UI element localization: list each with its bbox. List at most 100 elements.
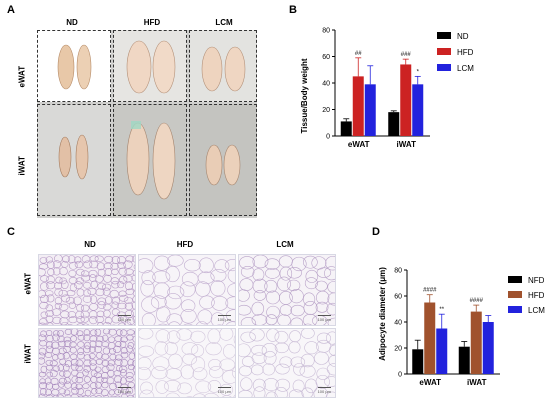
adipocyte	[293, 363, 306, 376]
adipocyte	[116, 329, 123, 336]
adipocyte	[134, 378, 135, 383]
adipocyte	[76, 330, 84, 337]
adipocyte	[75, 364, 83, 372]
adipocyte	[39, 382, 48, 390]
adipocyte	[327, 317, 335, 325]
adipocyte	[233, 394, 235, 397]
fat-pad-drawing	[57, 44, 92, 90]
y-tick-label: 20	[322, 107, 330, 114]
adipocyte	[101, 341, 110, 347]
adipocyte	[94, 329, 102, 336]
adipocyte	[277, 314, 291, 325]
adipocyte	[51, 341, 60, 349]
legend-swatch-nd	[437, 32, 451, 39]
adipocyte	[253, 386, 266, 397]
adipocyte	[45, 310, 55, 317]
adipocyte	[93, 372, 103, 379]
adipocyte	[219, 329, 234, 341]
chart-d-plot-area: 0 20 40 60 80 eWAT iWAT #### ** #### NFD HFD LCM	[394, 268, 545, 388]
adipocyte	[186, 396, 193, 397]
adipocyte	[103, 274, 112, 283]
panel-label-d: D	[372, 226, 380, 238]
adipocyte	[49, 360, 58, 367]
adipocyte	[316, 339, 332, 353]
adipocyte	[119, 294, 129, 302]
adipocyte	[105, 296, 113, 305]
adipocyte	[57, 364, 64, 372]
adipocyte	[95, 288, 105, 297]
y-tick-label: 60	[322, 54, 330, 61]
adipocyte	[110, 262, 119, 270]
adipocyte	[109, 395, 117, 397]
adipocyte	[57, 381, 65, 388]
adipocyte	[197, 271, 215, 285]
adipocyte	[116, 311, 126, 318]
adipocyte	[140, 381, 153, 395]
adipocyte	[80, 274, 91, 282]
adipocyte	[95, 381, 102, 389]
adipocyte	[82, 369, 89, 377]
panel-c-row-label-ewat: eWAT	[23, 272, 33, 295]
adipocyte	[97, 297, 107, 306]
adipocyte	[155, 380, 169, 394]
adipocyte	[288, 389, 304, 397]
adipocyte	[326, 302, 335, 316]
adipocyte	[70, 353, 78, 360]
legend-label-hfd: HFD	[528, 291, 545, 300]
adipocyte-texture	[139, 329, 235, 397]
panel-a-col-header-hfd: HFD	[143, 18, 161, 27]
adipocyte	[70, 393, 79, 397]
adipocyte	[46, 394, 54, 397]
adipocyte	[63, 340, 72, 348]
adipocyte	[216, 324, 222, 325]
adipocyte	[117, 262, 126, 269]
adipocyte	[96, 352, 103, 359]
adipocyte	[64, 360, 72, 368]
photo-nd-ewat	[37, 30, 111, 102]
adipocyte	[108, 389, 115, 396]
adipocyte	[57, 330, 64, 337]
adipocyte	[224, 259, 235, 272]
adipocyte	[112, 296, 120, 305]
adipocyte	[120, 359, 129, 367]
adipocyte	[68, 261, 78, 270]
adipocyte	[81, 395, 89, 397]
panel-c-col-header-lcm: LCM	[276, 240, 294, 249]
adipocyte	[165, 265, 180, 283]
adipocyte	[124, 302, 134, 311]
adipocyte	[123, 275, 133, 283]
adipocyte	[45, 364, 53, 371]
adipocyte	[226, 321, 235, 325]
panel-a-row-label-ewat: eWAT	[17, 65, 27, 88]
adipocyte	[279, 304, 292, 316]
adipocyte-texture	[239, 255, 335, 325]
adipocyte	[134, 384, 135, 390]
bar-lcm-iwat	[412, 84, 424, 136]
adipocyte	[164, 293, 182, 310]
adipocyte-texture	[139, 255, 235, 325]
adipocyte	[191, 356, 206, 373]
adipocyte	[210, 269, 227, 283]
adipocyte	[240, 377, 253, 391]
adipocyte	[223, 343, 235, 359]
adipocyte	[251, 344, 267, 356]
adipocyte	[106, 377, 115, 385]
bar-nfd-iwat	[458, 346, 470, 374]
adipocyte	[167, 285, 185, 300]
chart-d-ylabel: Adipocyte diameter (μm)	[378, 267, 387, 361]
adipocyte	[45, 275, 56, 284]
bar-nfd-ewat	[412, 349, 424, 374]
adipocyte	[102, 287, 111, 296]
legend-label-nfd: NFD	[528, 276, 545, 285]
adipocyte	[261, 343, 278, 358]
adipocyte	[102, 283, 112, 291]
adipocyte	[177, 382, 192, 395]
adipocyte	[75, 383, 83, 390]
adipocyte	[71, 375, 79, 383]
adipocyte	[103, 309, 111, 318]
adipocyte	[289, 330, 301, 343]
adipocyte	[60, 321, 69, 325]
adipocyte	[183, 259, 201, 272]
adipocyte	[279, 266, 293, 281]
adipocyte	[82, 295, 92, 303]
